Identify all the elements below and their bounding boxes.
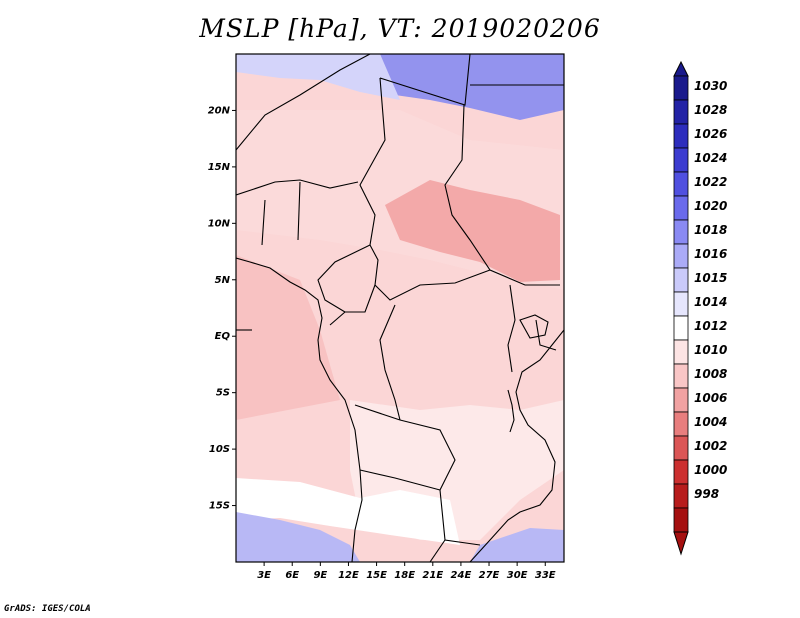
longitude-axis: 3E 6E 9E 12E 15E 18E 21E 24E 27E 30E 33E [257,562,556,581]
lon-tick-label: 33E [535,570,556,581]
border-a [236,54,371,151]
region-central-low [385,180,560,282]
colorbar-segment [673,483,689,509]
lon-tick-label: 12E [338,570,359,581]
colorbar-label: 1000 [694,463,727,477]
colorbar-label: 1002 [694,439,727,453]
lake-victoria [519,314,549,339]
lat-tick-label: 5S [216,388,230,399]
colorbar-segment [673,171,689,197]
colorbar-label: 1006 [694,391,727,405]
lat-tick-label: 5N [215,275,231,286]
pressure-field [236,54,564,562]
colorbar-label: 1014 [694,295,727,309]
colorbar-segment [673,267,689,293]
region-southeast-high [470,528,564,562]
lon-tick-label: 6E [285,570,299,581]
lat-tick-label: 10S [209,444,230,455]
border-o [429,539,446,562]
colorbar-label: 1022 [694,175,727,189]
lon-tick-label: 9E [313,570,327,581]
colorbar-segment [673,147,689,173]
region-north-strip [236,54,400,100]
lake-tanganyika [507,389,515,433]
colorbar-label: 1028 [694,103,727,117]
colorbar-bottom-arrow [673,531,689,556]
credit-label: GrADS: IGES/COLA [4,604,91,614]
colorbar-label: 1012 [694,319,727,333]
colorbar-label: 1030 [694,79,727,93]
colorbar-label: 1015 [694,271,727,285]
colorbar-segment [673,123,689,149]
coastline-west [236,257,363,562]
lat-tick-label: 15N [208,162,231,173]
colorbar-label: 1004 [694,415,727,429]
colorbar-segment [673,435,689,461]
colorbar-label: 1026 [694,127,727,141]
colorbar-label: 1008 [694,367,727,381]
border-p [507,284,516,373]
border-h [317,244,371,313]
region-south-white [236,478,460,545]
colorbar-label: 1016 [694,247,727,261]
colorbar-segment [673,411,689,437]
border-c [359,77,386,246]
border-i [369,244,491,301]
colorbar-segment [673,315,689,341]
border-f [236,179,359,196]
lat-tick-label: 20N [208,105,231,116]
border-k [379,304,401,421]
colorbar-segment [673,99,689,125]
colorbar-label: 1020 [694,199,727,213]
colorbar-segment [673,363,689,389]
country-borders [236,54,564,562]
colorbar-segment [673,219,689,245]
lon-tick-label: 30E [507,570,528,581]
colorbar-label: 1018 [694,223,727,237]
colorbar-segment [673,387,689,413]
border-d [444,104,560,286]
border-l [399,419,481,546]
region-atlantic [236,255,340,420]
colorbar-top-arrow [673,60,689,77]
lon-tick-label: 18E [394,570,415,581]
region-northeast-high [380,54,564,120]
lon-tick-label: 15E [366,570,387,581]
colorbar-segment [673,507,689,533]
colorbar-segment [673,75,689,101]
colorbar-label: 998 [694,487,719,501]
colorbar-label: 1010 [694,343,727,357]
colorbar-segment [673,291,689,317]
colorbar-segment [673,339,689,365]
colorbar: 1030 1028 1026 1024 1022 1020 1018 1016 1015 1014… [673,60,727,556]
lon-tick-label: 21E [422,570,443,581]
lon-tick-label: 3E [257,570,271,581]
border-b [379,54,471,106]
coastline-east [469,329,564,562]
border-m [354,404,401,421]
colorbar-segment [673,243,689,269]
latitude-axis: 20N 15N 10N 5N EQ 5S 10S 15S [208,105,236,512]
lat-tick-label: EQ [215,331,231,342]
map-frame [235,53,565,563]
border-q [535,319,557,351]
colorbar-label: 1024 [694,151,727,165]
lat-tick-label: 10N [208,218,231,229]
border-n [359,469,441,491]
lat-tick-label: 15S [209,501,230,512]
lon-tick-label: 27E [479,570,500,581]
border-g [261,181,301,246]
colorbar-segment [673,459,689,485]
colorbar-segment [673,195,689,221]
region-southwest-high [236,512,360,562]
border-j [329,284,376,326]
lon-tick-label: 24E [451,570,472,581]
map-title: MSLP [hPa], VT: 2019020206 [199,14,601,43]
